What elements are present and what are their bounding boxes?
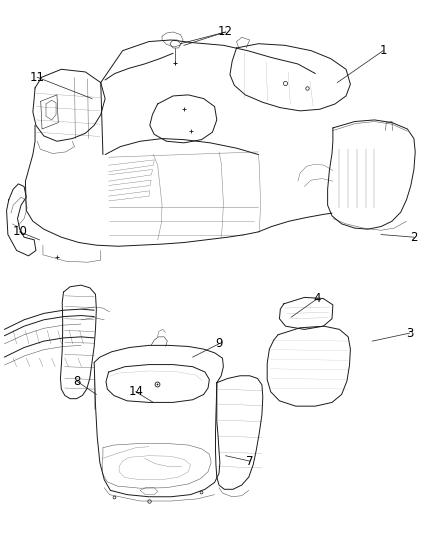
Text: 14: 14 <box>128 385 143 398</box>
Text: 2: 2 <box>410 231 418 244</box>
Text: 1: 1 <box>379 44 387 57</box>
Text: 4: 4 <box>314 292 321 305</box>
Text: 12: 12 <box>218 26 233 38</box>
Text: 8: 8 <box>73 375 80 387</box>
Text: 9: 9 <box>215 337 223 350</box>
Text: 3: 3 <box>406 327 413 340</box>
Text: 7: 7 <box>246 455 254 467</box>
Text: 11: 11 <box>30 71 45 84</box>
Text: 10: 10 <box>12 225 27 238</box>
